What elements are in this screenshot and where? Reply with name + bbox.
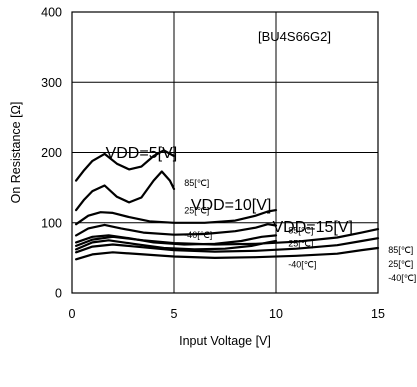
x-tick-label: 5 [171, 307, 178, 321]
series-line [75, 223, 278, 237]
x-tick-label: 0 [69, 307, 76, 321]
y-tick-label: 400 [41, 6, 62, 20]
series-label: 85[℃] [288, 225, 313, 235]
series-line [75, 246, 380, 261]
vdd-group-label: VDD=10[V] [191, 197, 271, 214]
series-label: 25[℃] [388, 259, 413, 269]
y-tick-label: 100 [41, 216, 62, 230]
tick-labels: 0 5 10 15 0 100 200 300 400 [41, 6, 385, 322]
series-label: -40[℃] [388, 273, 416, 283]
y-axis-title: On Resistance [Ω] [9, 102, 23, 204]
vdd-group-label: VDD=15[V] [272, 219, 352, 236]
series-line [75, 209, 278, 226]
vdd-group-label: VDD=5[V] [106, 145, 178, 162]
series-label: 25[℃] [184, 206, 209, 216]
series-line [75, 149, 176, 182]
series-label: 85[℃] [184, 178, 209, 188]
x-tick-label: 15 [371, 307, 385, 321]
y-tick-label: 200 [41, 146, 62, 160]
series-label: 25[℃] [288, 239, 313, 249]
x-tick-label: 10 [269, 307, 283, 321]
series-line [75, 170, 176, 212]
series-labels: 85[℃] 25[℃] -40[℃] 85[℃] 25[℃] -40[℃] 85[℃] 25[… [106, 145, 417, 283]
series-label: 85[℃] [388, 245, 413, 255]
part-number-label: [BU4S66G2] [258, 29, 331, 44]
series-line [75, 228, 380, 247]
grid [71, 11, 379, 294]
y-tick-label: 300 [41, 76, 62, 90]
series-lines [75, 149, 380, 261]
series-line [75, 237, 380, 254]
y-tick-label: 0 [55, 287, 62, 301]
series-label: -40[℃] [184, 230, 212, 240]
series-label: -40[℃] [288, 260, 316, 270]
x-axis-title: Input Voltage [V] [179, 334, 271, 348]
